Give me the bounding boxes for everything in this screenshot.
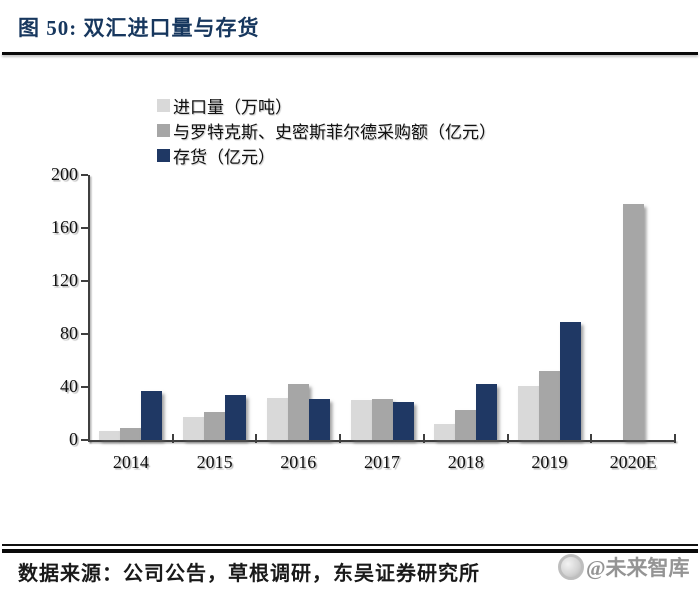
legend-item: 与罗特克斯、史密斯菲尔德采购额（亿元） <box>157 118 496 143</box>
footer-divider-thin-line <box>2 544 698 546</box>
footer-divider-thick-line <box>2 549 698 553</box>
bar-2016-series1 <box>266 397 288 440</box>
x-axis-tick <box>255 434 258 443</box>
x-axis-tick <box>422 434 425 443</box>
y-axis-tick-label: 80 <box>60 323 78 343</box>
title-divider-line <box>2 52 698 55</box>
x-axis-tick <box>171 434 174 443</box>
x-axis-category-label: 2015 <box>196 452 233 472</box>
bar-2017-series1 <box>350 400 372 440</box>
legend-label: 进口量（万吨） <box>173 98 292 117</box>
bar-2016-series3 <box>308 398 330 440</box>
x-axis-category-label: 2018 <box>447 452 484 472</box>
legend-swatch-icon <box>157 99 170 112</box>
x-axis-category-label: 2014 <box>112 452 149 472</box>
bar-2016-series2 <box>287 384 309 440</box>
y-axis-tick-label: 120 <box>51 270 78 290</box>
bar-2014-series1 <box>99 430 121 440</box>
y-axis-tick <box>81 333 88 335</box>
bar-2020E-series2 <box>622 204 644 440</box>
y-axis-tick <box>81 280 88 282</box>
x-axis-tick <box>506 434 509 443</box>
x-axis-category-label: 2020E <box>609 452 657 472</box>
y-axis-line <box>88 175 90 442</box>
bar-2018-series2 <box>455 409 477 440</box>
bar-2018-series1 <box>434 424 456 440</box>
x-axis-category-label: 2019 <box>531 452 568 472</box>
bar-2014-series2 <box>120 428 142 440</box>
y-axis-tick-label: 200 <box>51 164 78 184</box>
legend-swatch-icon <box>157 149 170 162</box>
watermark-text: @未来智库 <box>586 556 690 580</box>
x-axis-category-label: 2016 <box>280 452 317 472</box>
x-axis-tick <box>590 434 593 443</box>
y-axis-tick <box>81 386 88 388</box>
chart-legend: 进口量（万吨） 与罗特克斯、史密斯菲尔德采购额（亿元） 存货（亿元） <box>157 93 496 168</box>
y-axis-tick-label: 160 <box>51 217 78 237</box>
watermark-logo-icon <box>558 554 584 580</box>
bar-2014-series3 <box>141 390 163 440</box>
legend-item: 进口量（万吨） <box>157 93 496 118</box>
x-axis-tick <box>674 434 676 443</box>
x-axis-tick <box>339 434 342 443</box>
bar-2018-series3 <box>476 384 498 440</box>
legend-label: 存货（亿元） <box>173 148 275 167</box>
figure-title: 图 50: 双汇进口量与存货 <box>18 16 260 40</box>
bar-2019-series1 <box>517 385 539 440</box>
watermark: @未来智库 <box>558 552 690 582</box>
legend-swatch-icon <box>157 124 170 137</box>
bar-2019-series2 <box>538 371 560 440</box>
data-source-text: 数据来源：公司公告，草根调研，东吴证券研究所 <box>18 563 480 585</box>
bar-2017-series2 <box>371 398 393 440</box>
bar-2017-series3 <box>392 401 414 440</box>
y-axis-tick <box>81 227 88 229</box>
bar-2019-series3 <box>559 322 581 440</box>
y-axis-tick <box>81 174 88 176</box>
y-axis-tick-label: 0 <box>69 429 78 449</box>
bar-2015-series3 <box>225 394 247 440</box>
legend-label: 与罗特克斯、史密斯菲尔德采购额（亿元） <box>173 123 496 142</box>
bar-2015-series1 <box>183 417 205 440</box>
y-axis-tick-label: 40 <box>60 376 78 396</box>
bar-2015-series2 <box>204 412 226 440</box>
x-axis-line <box>88 440 676 442</box>
legend-item: 存货（亿元） <box>157 143 496 168</box>
x-axis-category-label: 2017 <box>364 452 400 472</box>
y-axis-tick <box>81 439 88 441</box>
